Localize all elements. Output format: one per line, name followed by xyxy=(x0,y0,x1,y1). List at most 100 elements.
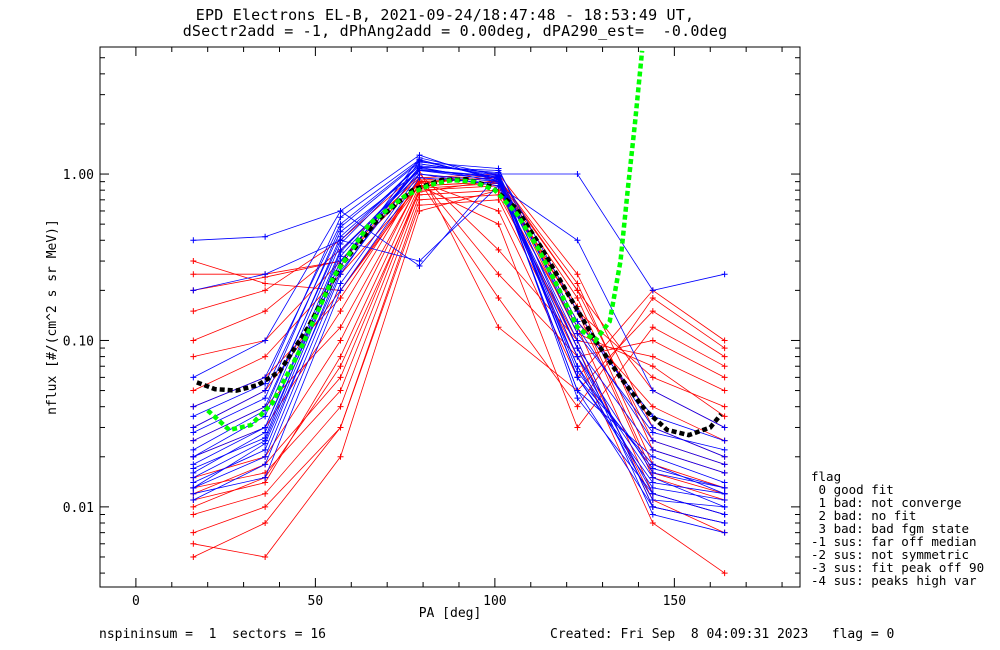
red-data-point xyxy=(190,540,197,547)
blue-data-point xyxy=(649,453,656,460)
blue-data-point xyxy=(649,437,656,444)
red-flux-curve xyxy=(193,189,725,515)
plot-border xyxy=(99,46,801,588)
red-data-point xyxy=(649,294,656,301)
blue-data-point xyxy=(190,496,197,503)
red-flux-curve xyxy=(193,181,725,501)
red-data-point xyxy=(190,308,197,315)
blue-data-point xyxy=(649,503,656,510)
blue-data-point xyxy=(337,233,344,240)
blue-data-point xyxy=(721,453,728,460)
blue-data-point xyxy=(721,490,728,497)
red-data-point xyxy=(337,387,344,394)
red-data-point xyxy=(190,553,197,560)
red-data-point xyxy=(574,280,581,287)
flag-legend: flag 0 good fit 1 bad: not converge 2 ba… xyxy=(811,470,984,587)
red-data-point xyxy=(337,403,344,410)
blue-data-point xyxy=(337,224,344,231)
red-data-point xyxy=(721,374,728,381)
blue-data-point xyxy=(337,280,344,287)
blue-flux-curve xyxy=(193,161,725,451)
red-data-point xyxy=(190,529,197,536)
legend-item: -1 sus: far off median xyxy=(811,534,977,549)
red-data-point xyxy=(649,403,656,410)
red-data-point xyxy=(190,258,197,265)
blue-data-point xyxy=(416,263,423,270)
red-data-point xyxy=(649,374,656,381)
red-flux-curve xyxy=(193,169,725,392)
red-data-point xyxy=(337,424,344,431)
blue-data-point xyxy=(721,446,728,453)
blue-data-point xyxy=(190,437,197,444)
red-data-point xyxy=(574,271,581,278)
red-data-point xyxy=(574,294,581,301)
legend-title: flag xyxy=(811,469,842,484)
blue-data-point xyxy=(649,446,656,453)
x-tick-label: 100 xyxy=(483,594,506,609)
blue-data-point xyxy=(574,330,581,337)
blue-data-point xyxy=(574,171,581,178)
red-data-point xyxy=(495,221,502,228)
blue-data-point xyxy=(721,529,728,536)
blue-data-point xyxy=(721,469,728,476)
blue-flux-curve xyxy=(193,166,725,515)
blue-flux-curve xyxy=(193,170,725,515)
red-data-point xyxy=(337,363,344,370)
blue-data-point xyxy=(649,479,656,486)
red-data-point xyxy=(649,363,656,370)
blue-data-point xyxy=(190,479,197,486)
legend-item: 1 bad: not converge xyxy=(811,495,962,510)
legend-item: 3 bad: bad fgm state xyxy=(811,521,970,536)
red-data-point xyxy=(495,196,502,203)
red-data-point xyxy=(721,363,728,370)
red-data-point xyxy=(337,337,344,344)
blue-data-point xyxy=(495,165,502,172)
red-data-point xyxy=(416,207,423,214)
blue-data-point xyxy=(574,374,581,381)
red-data-point xyxy=(190,387,197,394)
blue-data-point xyxy=(190,287,197,294)
red-flux-curve xyxy=(193,194,725,534)
red-data-point xyxy=(574,287,581,294)
blue-data-point xyxy=(190,237,197,244)
blue-data-point xyxy=(574,387,581,394)
red-flux-curve xyxy=(193,181,725,408)
red-data-point xyxy=(721,570,728,577)
red-flux-curve xyxy=(193,173,725,391)
blue-data-point xyxy=(574,353,581,360)
red-data-point xyxy=(721,403,728,410)
plot-title-line1: EPD Electrons EL-B, 2021-09-24/18:47:48 … xyxy=(195,6,695,24)
red-data-point xyxy=(337,353,344,360)
blue-data-point xyxy=(721,484,728,491)
red-data-point xyxy=(721,387,728,394)
blue-data-point xyxy=(262,453,269,460)
red-data-point xyxy=(262,353,269,360)
y-tick-label: 0.10 xyxy=(63,334,94,349)
blue-data-point xyxy=(262,413,269,420)
blue-data-point xyxy=(190,453,197,460)
red-data-point xyxy=(649,324,656,331)
red-flux-curve xyxy=(193,181,725,379)
blue-data-point xyxy=(190,490,197,497)
blue-data-point xyxy=(262,474,269,481)
blue-data-point xyxy=(337,214,344,221)
red-flux-curve xyxy=(193,181,725,408)
blue-data-point xyxy=(574,395,581,402)
legend-item: -3 sus: fit peak off 90 xyxy=(811,560,985,575)
legend-item: -2 sus: not symmetric xyxy=(811,547,970,562)
footer-created-info: Created: Fri Sep 8 04:09:31 2023 flag = … xyxy=(550,627,895,642)
red-data-point xyxy=(495,324,502,331)
blue-data-point xyxy=(574,337,581,344)
red-data-point xyxy=(262,553,269,560)
red-data-point xyxy=(495,271,502,278)
red-data-point xyxy=(262,503,269,510)
red-data-point xyxy=(337,324,344,331)
plot-frame xyxy=(99,46,801,588)
blue-data-point xyxy=(262,434,269,441)
blue-data-point xyxy=(262,446,269,453)
red-flux-curve xyxy=(193,189,725,558)
red-flux-curve xyxy=(193,185,725,501)
red-data-point xyxy=(190,511,197,518)
blue-data-point xyxy=(721,503,728,510)
